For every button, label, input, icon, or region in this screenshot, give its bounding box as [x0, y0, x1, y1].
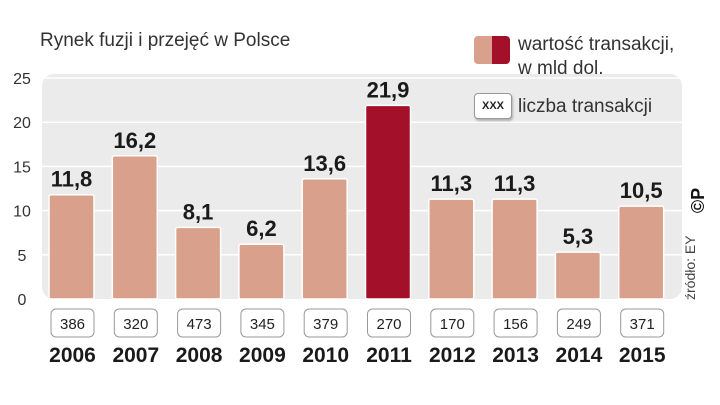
value-label: 10,5 — [620, 178, 663, 203]
y-tick-label: 15 — [13, 159, 31, 176]
y-tick-label: 10 — [13, 204, 31, 221]
count-label: 371 — [630, 316, 655, 333]
bar — [174, 226, 222, 300]
value-label: 16,2 — [113, 128, 156, 153]
count-label: 249 — [566, 316, 591, 333]
x-tick-label: 2010 — [302, 344, 349, 367]
count-box — [493, 308, 538, 338]
legend-value-swatch — [474, 36, 510, 64]
bar — [48, 193, 95, 300]
bar — [554, 251, 602, 300]
value-label: 11,3 — [430, 171, 472, 196]
legend-value-label-line1: wartość transakcji, — [518, 34, 675, 55]
y-tick-label: 20 — [13, 115, 31, 132]
count-box — [430, 308, 475, 338]
bar — [364, 104, 412, 300]
x-tick-label: 2011 — [366, 344, 412, 367]
x-tick-label: 2014 — [556, 344, 603, 367]
count-box — [303, 308, 348, 338]
count-box — [556, 308, 601, 338]
count-label: 379 — [313, 316, 338, 333]
bar — [428, 198, 475, 300]
count-box — [113, 308, 158, 338]
legend-count-label: liczba transakcji — [518, 96, 653, 117]
count-label: 345 — [250, 316, 275, 333]
count-box — [367, 308, 411, 338]
x-tick-label: 2013 — [492, 344, 539, 367]
x-tick-label: 2015 — [619, 344, 666, 367]
bar — [617, 205, 665, 300]
count-label: 386 — [60, 316, 85, 333]
y-tick-label: 25 — [13, 71, 31, 88]
value-label: 8,1 — [183, 199, 214, 224]
value-label: 11,3 — [494, 171, 536, 196]
count-label: 170 — [440, 316, 465, 333]
value-label: 21,9 — [367, 77, 410, 102]
legend-value-label-line2: w mld dol. — [518, 58, 604, 79]
count-box — [50, 308, 95, 338]
value-label: 5,3 — [563, 224, 594, 249]
x-tick-label: 2006 — [49, 344, 96, 367]
bar — [238, 243, 285, 300]
value-label: 6,2 — [246, 216, 277, 241]
x-tick-label: 2007 — [112, 344, 159, 367]
bar — [491, 198, 538, 300]
x-tick-label: 2012 — [429, 344, 476, 367]
x-tick-label: 2009 — [239, 344, 286, 367]
bar — [111, 155, 159, 300]
count-label: 270 — [376, 316, 401, 333]
count-label: 320 — [123, 316, 148, 333]
y-tick-label: 0 — [18, 292, 27, 309]
x-tick-label: 2008 — [176, 344, 223, 367]
value-label: 13,6 — [303, 151, 346, 176]
y-tick-label: 5 — [18, 248, 27, 265]
count-box — [620, 308, 665, 338]
bar — [301, 178, 348, 300]
chart-title: Rynek fuzji i przejęć w Polsce — [40, 30, 291, 51]
count-box — [240, 308, 285, 338]
pap-logo: ©P — [688, 187, 709, 214]
source-note: źródło: EY — [682, 235, 698, 300]
count-box — [177, 308, 222, 338]
legend-count-box: XXX — [474, 93, 512, 119]
count-label: 156 — [503, 316, 528, 333]
value-label: 11,8 — [51, 167, 93, 192]
count-label: 473 — [187, 316, 212, 333]
